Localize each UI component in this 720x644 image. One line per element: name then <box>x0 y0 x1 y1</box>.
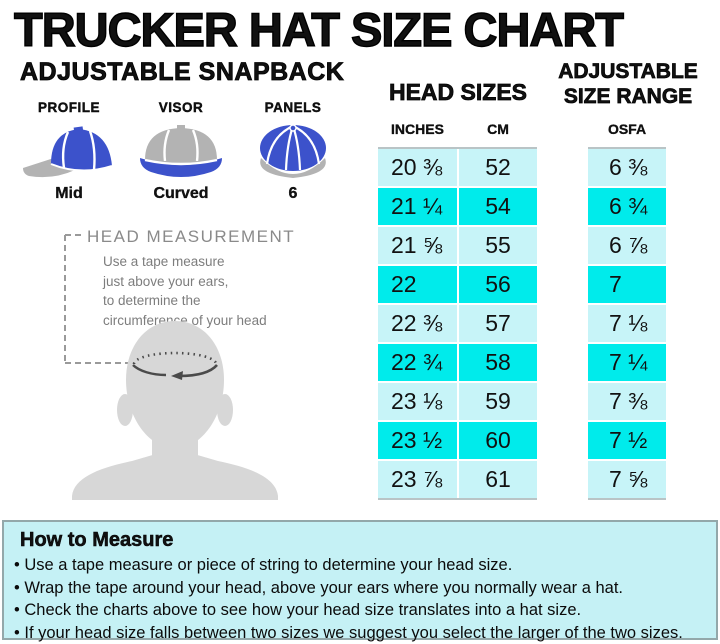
inches-cell: 21 ⅝ <box>378 227 457 264</box>
spec-visor-label: VISOR <box>159 100 204 115</box>
hat-side-profile-icon <box>21 124 117 180</box>
how-to-measure-bullet: • If your head size falls between two si… <box>14 622 716 644</box>
size-range-title-line2: SIZE RANGE <box>552 85 704 110</box>
size-range-title: ADJUSTABLE SIZE RANGE <box>552 60 704 109</box>
how-to-measure-bullet: • Check the charts above to see how your… <box>14 599 716 622</box>
spec-panels-value: 6 <box>289 185 298 203</box>
inches-cell: 21 ¼ <box>378 188 457 225</box>
osfa-cell: 7 ⅜ <box>588 383 666 420</box>
osfa-cell: 7 ½ <box>588 422 666 459</box>
size-range-title-line1: ADJUSTABLE <box>552 60 704 85</box>
cm-cell: 58 <box>459 344 537 381</box>
hat-top-panels-icon <box>251 124 335 180</box>
spec-profile-label: PROFILE <box>38 100 100 115</box>
head-silhouette <box>60 318 290 515</box>
cm-cell: 54 <box>459 188 537 225</box>
how-to-measure-bullet: • Use a tape measure or piece of string … <box>14 554 716 577</box>
spec-panels: PANELS 6 <box>240 100 346 203</box>
cm-cell: 61 <box>459 461 537 498</box>
inches-cell: 23 ⅛ <box>378 383 457 420</box>
head-sizes-title: HEAD SIZES <box>378 79 538 106</box>
cm-cell: 55 <box>459 227 537 264</box>
osfa-cell: 7 ¼ <box>588 344 666 381</box>
how-to-measure-bullet: • Wrap the tape around your head, above … <box>14 577 716 600</box>
column-header-osfa: OSFA <box>588 121 666 137</box>
column-header-cm: CM <box>459 121 537 137</box>
inches-cell: 23 ⅞ <box>378 461 457 498</box>
spec-visor-value: Curved <box>153 185 208 203</box>
cm-cell: 52 <box>459 149 537 186</box>
head-sizes-table: 20 ⅜ 52 21 ¼ 54 21 ⅝ 55 22 56 22 ⅜ 57 22… <box>378 147 537 500</box>
size-range-table: 6 ⅜ 6 ¾ 6 ⅞ 7 7 ⅛ 7 ¼ 7 ⅜ 7 ½ 7 ⅝ <box>588 147 666 500</box>
spec-panels-label: PANELS <box>265 100 322 115</box>
inches-cell: 22 <box>378 266 457 303</box>
spec-profile-value: Mid <box>55 185 83 203</box>
cm-cell: 57 <box>459 305 537 342</box>
inches-cell: 23 ½ <box>378 422 457 459</box>
column-header-inches: INCHES <box>378 121 457 137</box>
osfa-cell: 7 ⅝ <box>588 461 666 498</box>
osfa-cell: 7 <box>588 266 666 303</box>
cm-cell: 56 <box>459 266 537 303</box>
spec-visor: VISOR Curved <box>128 100 234 203</box>
cm-cell: 59 <box>459 383 537 420</box>
inches-cell: 22 ⅜ <box>378 305 457 342</box>
osfa-cell: 6 ¾ <box>588 188 666 225</box>
inches-cell: 20 ⅜ <box>378 149 457 186</box>
hat-specs-row: PROFILE Mid VISOR Curved PANELS <box>16 100 346 203</box>
osfa-cell: 6 ⅜ <box>588 149 666 186</box>
cm-cell: 60 <box>459 422 537 459</box>
how-to-measure-title: How to Measure <box>20 529 716 552</box>
hat-front-visor-icon <box>139 124 223 180</box>
page-title: TRUCKER HAT SIZE CHART <box>14 2 720 57</box>
subtitle: ADJUSTABLE SNAPBACK <box>20 58 344 87</box>
how-to-measure-panel: How to Measure • Use a tape measure or p… <box>2 520 718 640</box>
inches-cell: 22 ¾ <box>378 344 457 381</box>
osfa-cell: 7 ⅛ <box>588 305 666 342</box>
osfa-cell: 6 ⅞ <box>588 227 666 264</box>
spec-profile: PROFILE Mid <box>16 100 122 203</box>
